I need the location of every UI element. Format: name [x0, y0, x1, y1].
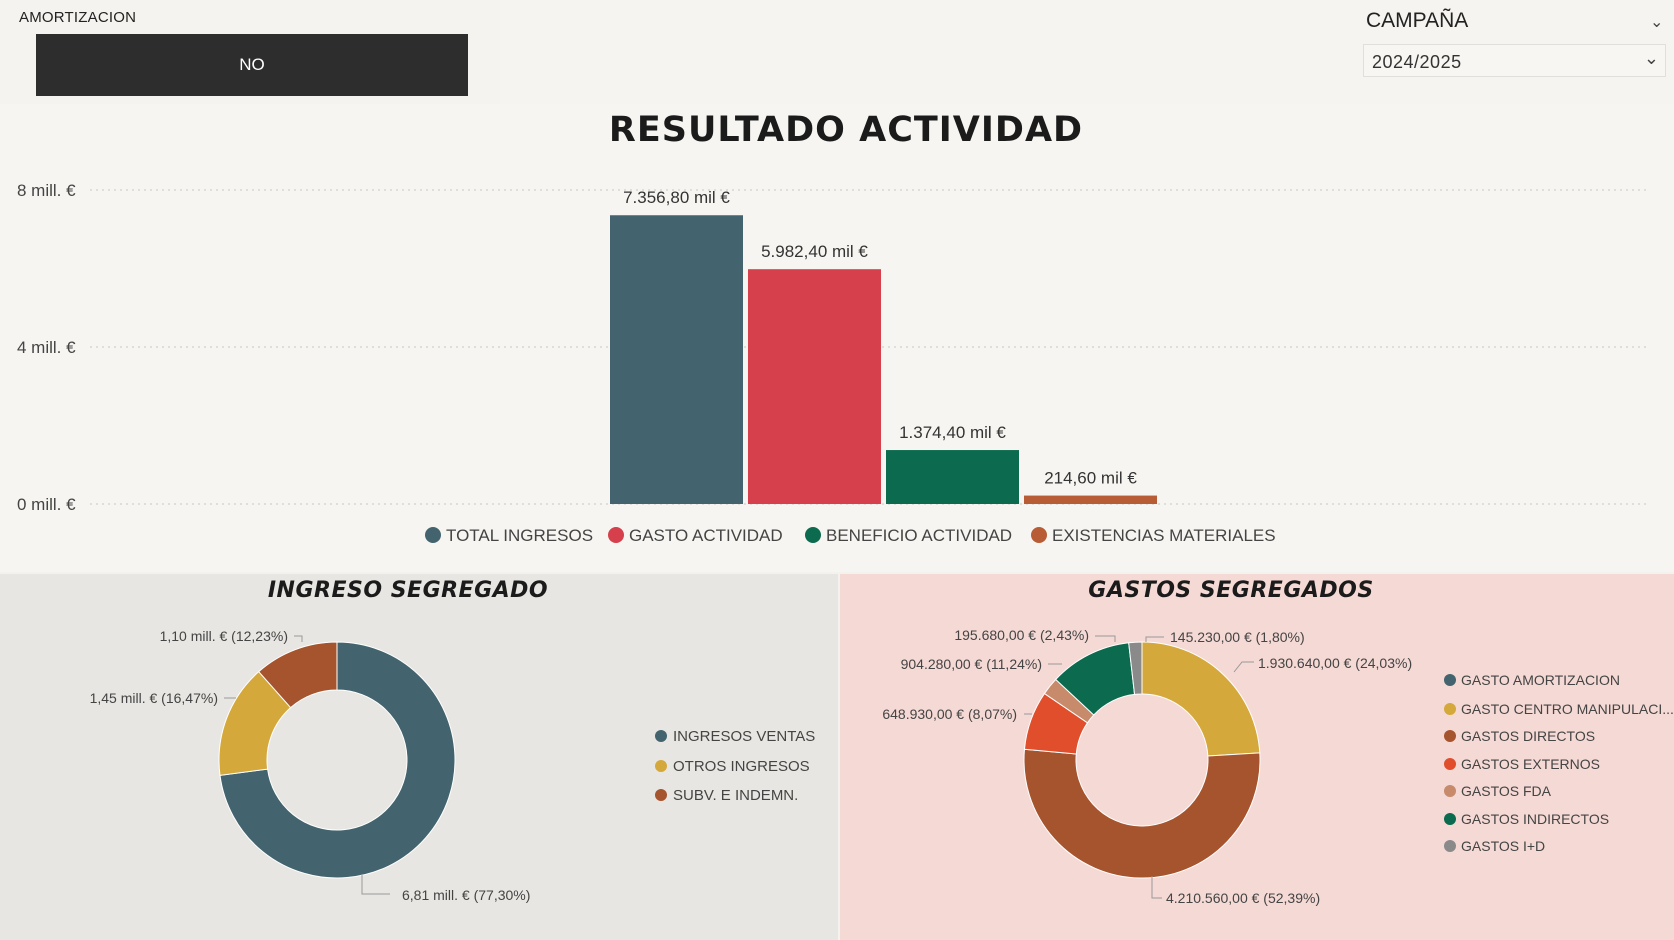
amortizacion-no-button[interactable]: NO: [36, 34, 468, 96]
slice-gasto-centro-manipulaci: [1141, 641, 1261, 757]
bar-gasto-actividad: [748, 269, 881, 504]
gastos-title: GASTOS SEGREGADOS: [1088, 578, 1374, 603]
legend-marker: [805, 527, 821, 543]
ingreso-segregado-panel: INGRESO SEGREGADO 6,81 mill. € (77,30%) 1…: [0, 574, 838, 940]
data-label: 145.230,00 € (1,80%): [1170, 629, 1305, 645]
leader-line: [1095, 635, 1116, 642]
data-label: 648.930,00 € (8,07%): [882, 706, 1017, 722]
legend-marker: [1444, 813, 1456, 825]
bar-beneficio-actividad: [886, 450, 1019, 504]
slice-subv-e-indemn: [258, 641, 338, 709]
legend-item-gasto-actividad: GASTO ACTIVIDAD: [629, 526, 783, 545]
bar-total-ingresos: [610, 215, 743, 504]
leader-line: [1145, 636, 1164, 642]
data-label: 1.374,40 mil €: [899, 423, 1006, 442]
data-label: 6,81 mill. € (77,30%): [402, 887, 530, 903]
legend-item-gastos-i-d: GASTOS I+D: [1461, 838, 1545, 854]
legend-item-gastos-externos: GASTOS EXTERNOS: [1461, 756, 1600, 772]
ingreso-title: INGRESO SEGREGADO: [267, 578, 549, 603]
legend-marker: [1444, 758, 1456, 770]
campana-selected-value: 2024/2025: [1372, 52, 1462, 72]
data-label: 1,10 mill. € (12,23%): [160, 628, 288, 644]
legend-marker: [1031, 527, 1047, 543]
campana-title: CAMPAÑA: [1366, 9, 1469, 32]
campana-slicer: CAMPAÑA ⌄ 2024/2025 ⌄: [500, 0, 1674, 104]
legend-marker: [608, 527, 624, 543]
legend-marker: [1444, 703, 1456, 715]
data-label: 214,60 mil €: [1044, 469, 1137, 488]
data-label: 195.680,00 € (2,43%): [954, 627, 1089, 643]
data-label: 904.280,00 € (11,24%): [901, 656, 1042, 672]
chevron-down-icon[interactable]: ⌄: [1650, 14, 1664, 31]
data-label: 4.210.560,00 € (52,39%): [1166, 890, 1320, 906]
legend-item-ingresos-ventas: INGRESOS VENTAS: [673, 728, 815, 745]
legend-item-gasto-centro-manipulaci: GASTO CENTRO MANIPULACI...: [1461, 701, 1674, 717]
slice-ingresos-ventas: [219, 641, 456, 879]
legend-item-subv-e-indemn: SUBV. E INDEMN.: [673, 787, 798, 804]
leader-line: [1151, 876, 1162, 899]
legend-marker: [655, 789, 667, 801]
resultado-actividad-chart: RESULTADO ACTIVIDAD 0 mill. € 4 mill. € 8 …: [0, 104, 1674, 572]
chart-title: RESULTADO ACTIVIDAD: [608, 110, 1084, 150]
data-label: 5.982,40 mil €: [761, 242, 868, 261]
gastos-segregados-panel: GASTOS SEGREGADOS 1.930.640,00 € (24,03%…: [840, 574, 1674, 940]
legend-item-beneficio-actividad: BENEFICIO ACTIVIDAD: [826, 526, 1012, 545]
legend-marker: [425, 527, 441, 543]
legend-item-gasto-amortizacion: GASTO AMORTIZACION: [1461, 672, 1620, 688]
bar-chart-svg: 0 mill. € 4 mill. € 8 mill. € 7.356,80 mil …: [17, 181, 1650, 545]
slice-gastos-i-d: [1128, 641, 1143, 695]
leader-line: [1233, 661, 1254, 673]
amortizacion-slicer: AMORTIZACION NO: [0, 0, 500, 104]
bar-existencias-materiales: [1024, 495, 1157, 504]
y-tick-label: 0 mill. €: [17, 495, 76, 514]
data-label: 1,45 mill. € (16,47%): [90, 690, 218, 706]
legend-item-existencias-materiales: EXISTENCIAS MATERIALES: [1052, 526, 1276, 545]
legend-item-gastos-fda: GASTOS FDA: [1461, 783, 1552, 799]
campana-dropdown[interactable]: 2024/2025 ⌄: [1363, 44, 1666, 77]
legend-marker: [655, 730, 667, 742]
y-tick-label: 8 mill. €: [17, 181, 76, 200]
data-label: 7.356,80 mil €: [623, 188, 730, 207]
ingreso-donut-svg: 6,81 mill. € (77,30%) 1,45 mill. € (16,47…: [90, 628, 816, 903]
legend-item-total-ingresos: TOTAL INGRESOS: [446, 526, 593, 545]
leader-line: [361, 874, 390, 895]
legend-item-otros-ingresos: OTROS INGRESOS: [673, 758, 810, 775]
legend-item-gastos-directos: GASTOS DIRECTOS: [1461, 728, 1595, 744]
legend-marker: [1444, 785, 1456, 797]
legend-item-gastos-indirectos: GASTOS INDIRECTOS: [1461, 811, 1609, 827]
slice-gastos-directos: [1023, 748, 1261, 879]
amortizacion-title: AMORTIZACION: [19, 9, 137, 26]
leader-line: [294, 635, 303, 642]
chevron-down-icon: ⌄: [1643, 48, 1659, 68]
legend-marker: [1444, 730, 1456, 742]
data-label: 1.930.640,00 € (24,03%): [1258, 655, 1412, 671]
legend-marker: [1444, 840, 1456, 852]
gastos-donut-svg: 1.930.640,00 € (24,03%) 4.210.560,00 € (5…: [882, 627, 1674, 906]
legend-marker: [655, 760, 667, 772]
y-tick-label: 4 mill. €: [17, 338, 76, 357]
legend-marker: [1444, 674, 1456, 686]
